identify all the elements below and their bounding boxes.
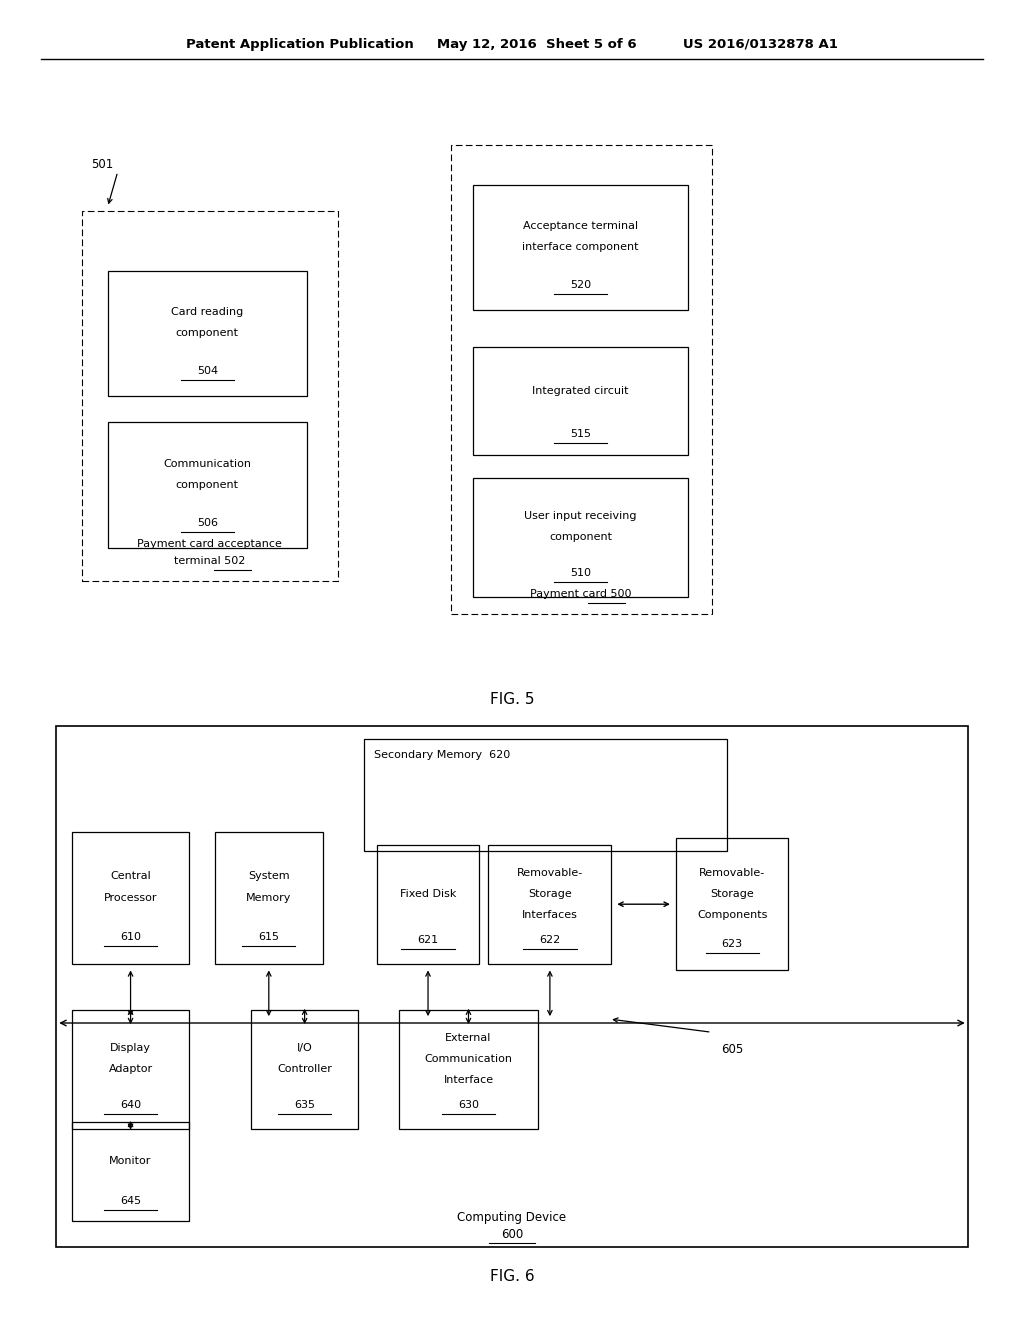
Bar	[364, 739, 727, 851]
Bar	[451, 145, 712, 614]
Bar	[399, 1010, 538, 1129]
Text: 635: 635	[294, 1100, 315, 1110]
Bar	[108, 422, 307, 548]
Text: 645: 645	[120, 1196, 141, 1206]
Text: Removable-: Removable-	[517, 867, 583, 878]
Text: 506: 506	[197, 517, 218, 528]
Text: Interfaces: Interfaces	[522, 909, 578, 920]
Bar	[488, 845, 611, 964]
Bar	[251, 1010, 358, 1129]
Text: Controller: Controller	[278, 1064, 332, 1074]
Text: Communication: Communication	[164, 459, 251, 469]
Text: 605: 605	[721, 1043, 743, 1056]
Text: Communication: Communication	[425, 1053, 512, 1064]
Text: interface component: interface component	[522, 243, 639, 252]
Text: 510: 510	[570, 568, 591, 578]
Text: 600: 600	[501, 1228, 523, 1241]
Text: component: component	[176, 329, 239, 338]
Text: Processor: Processor	[103, 892, 158, 903]
Text: Memory: Memory	[246, 892, 292, 903]
Bar	[72, 1122, 189, 1221]
Text: Acceptance terminal: Acceptance terminal	[523, 222, 638, 231]
Text: 630: 630	[458, 1100, 479, 1110]
Text: FIG. 6: FIG. 6	[489, 1269, 535, 1284]
Text: Components: Components	[697, 909, 767, 920]
Text: Adaptor: Adaptor	[109, 1064, 153, 1074]
Text: 610: 610	[120, 932, 141, 942]
Text: Card reading: Card reading	[171, 308, 244, 317]
Bar	[473, 478, 688, 597]
Text: terminal 502: terminal 502	[174, 556, 246, 566]
Bar	[82, 211, 338, 581]
Text: 515: 515	[570, 429, 591, 438]
Text: Removable-: Removable-	[699, 867, 765, 878]
Text: Integrated circuit: Integrated circuit	[532, 385, 629, 396]
Text: FIG. 5: FIG. 5	[489, 692, 535, 708]
Text: Storage: Storage	[711, 888, 754, 899]
Bar	[56, 726, 968, 1247]
Text: External: External	[445, 1032, 492, 1043]
Text: Interface: Interface	[443, 1074, 494, 1085]
Bar	[72, 832, 189, 964]
Text: Computing Device: Computing Device	[458, 1210, 566, 1224]
Bar	[473, 347, 688, 455]
Text: 501: 501	[91, 158, 114, 172]
Text: Monitor: Monitor	[110, 1156, 152, 1166]
Text: 621: 621	[418, 935, 438, 945]
Bar	[108, 271, 307, 396]
Text: Display: Display	[110, 1043, 152, 1053]
Bar	[377, 845, 479, 964]
Text: I/O: I/O	[297, 1043, 312, 1053]
Text: Payment card 500: Payment card 500	[530, 589, 632, 599]
Text: 623: 623	[722, 939, 742, 949]
Bar	[72, 1010, 189, 1129]
Text: Patent Application Publication     May 12, 2016  Sheet 5 of 6          US 2016/0: Patent Application Publication May 12, 2…	[186, 38, 838, 51]
Text: Fixed Disk: Fixed Disk	[399, 888, 457, 899]
Text: 520: 520	[570, 280, 591, 290]
Text: Secondary Memory  620: Secondary Memory 620	[374, 750, 510, 760]
Text: System: System	[248, 871, 290, 882]
Text: 615: 615	[258, 932, 280, 942]
Bar	[676, 838, 788, 970]
Text: Payment card acceptance: Payment card acceptance	[137, 539, 283, 549]
Bar	[473, 185, 688, 310]
Text: Central: Central	[111, 871, 151, 882]
Text: Storage: Storage	[528, 888, 571, 899]
Text: component: component	[549, 532, 612, 543]
Text: 640: 640	[120, 1100, 141, 1110]
Text: 622: 622	[540, 935, 560, 945]
Text: 504: 504	[197, 366, 218, 376]
Text: User input receiving: User input receiving	[524, 511, 637, 521]
Bar	[215, 832, 323, 964]
Text: component: component	[176, 480, 239, 490]
